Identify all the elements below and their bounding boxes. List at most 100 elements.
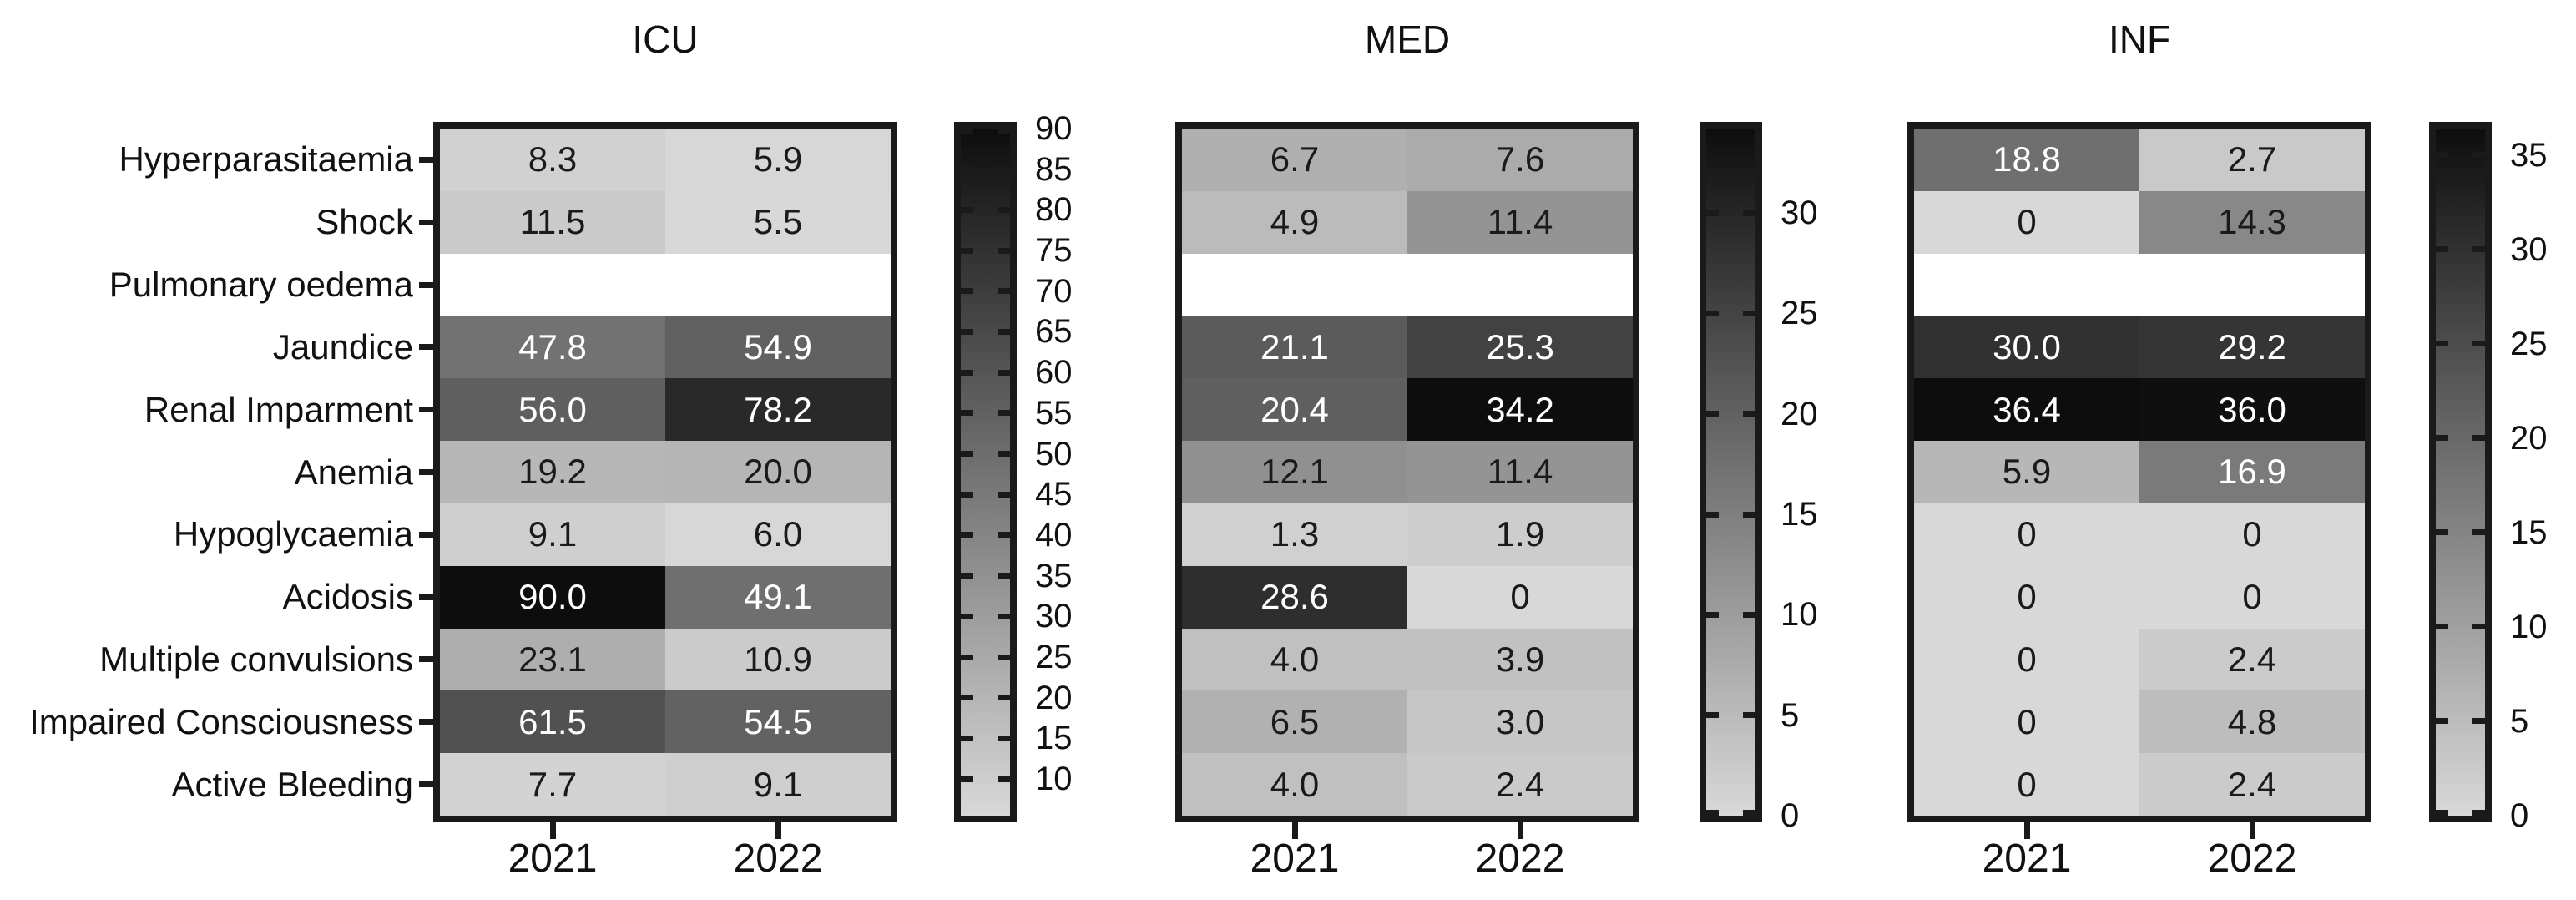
- heatmap-cell: 4.9: [1182, 190, 1407, 254]
- colorbar-tick: [961, 491, 973, 498]
- colorbar-tick: [961, 206, 973, 213]
- cell-value: 0: [1510, 577, 1530, 617]
- colorbar-tick: [961, 410, 973, 417]
- colorbar-tick: [998, 776, 1010, 782]
- cell-value: 34.2: [1486, 389, 1554, 429]
- cell-value: 0: [2017, 202, 2037, 242]
- cell-value: 1.9: [1495, 514, 1545, 554]
- colorbar-tick: [2436, 529, 2448, 536]
- cell-value: 9.1: [528, 514, 578, 554]
- colorbar-tick: [1706, 611, 1719, 618]
- heatmap-cell: 20.4: [1182, 378, 1407, 442]
- cell-value: 12.1: [1260, 452, 1329, 492]
- row-label: Anemia: [294, 452, 413, 492]
- heatmap-cell: 16.9: [2139, 441, 2365, 503]
- colorbar-tick: [961, 532, 973, 538]
- row-label: Renal Imparment: [144, 389, 413, 429]
- colorbar-tick: [998, 129, 1010, 134]
- colorbar-tick: [2436, 246, 2448, 253]
- colorbar-tick-label: 15: [2510, 513, 2548, 551]
- y-tick: [419, 594, 433, 600]
- heatmap-cell: 0: [1914, 565, 2139, 629]
- colorbar-tick-label: 10: [2510, 608, 2548, 645]
- colorbar-tick: [998, 613, 1010, 619]
- row-label: Shock: [316, 202, 413, 242]
- y-tick: [419, 156, 433, 163]
- cell-value: 16.9: [2218, 452, 2286, 492]
- colorbar-tick: [1706, 411, 1719, 417]
- colorbar-tick: [2472, 435, 2485, 442]
- heatmap-cell: 20.0: [665, 441, 891, 503]
- heatmap-cell: 28.6: [1182, 565, 1407, 629]
- colorbar-tick: [1706, 511, 1719, 518]
- heatmap-cell: 54.5: [665, 690, 891, 754]
- colorbar-tick-label: 65: [1035, 313, 1073, 351]
- heatmap-cell: 8.3: [440, 129, 665, 191]
- colorbar-tick-label: 60: [1035, 354, 1073, 392]
- colorbar-tick: [961, 369, 973, 376]
- colorbar-tick: [961, 654, 973, 660]
- heatmap: 8.3 5.9 11.5 5.5 47.8 54.9 56.0 78.2 19.2 20.0 9.1…: [433, 122, 897, 822]
- colorbar-tick-label: 15: [1035, 720, 1073, 757]
- cell-value: 49.1: [744, 577, 812, 617]
- colorbar-tick: [1743, 411, 1755, 417]
- colorbar-tick: [998, 369, 1010, 376]
- cell-value: 5.5: [753, 202, 803, 242]
- colorbar-tick-label: 15: [1780, 496, 1818, 533]
- cell-value: 6.5: [1270, 701, 1320, 741]
- heatmap-cell: 2.4: [2139, 753, 2365, 816]
- x-tick-label: 2022: [2207, 837, 2297, 881]
- heatmap-cell: 6.5: [1182, 690, 1407, 754]
- colorbar-tick: [961, 129, 973, 134]
- row-label: Pulmonary oedema: [109, 265, 413, 305]
- colorbar-tick-label: 10: [1035, 761, 1073, 798]
- cell-value: 0: [2242, 577, 2262, 617]
- colorbar-tick: [961, 776, 973, 782]
- cell-value: 25.3: [1486, 326, 1554, 367]
- row-label: Hypoglycaemia: [173, 514, 413, 554]
- colorbar: [1700, 122, 1762, 822]
- colorbar-tick-label: 80: [1035, 191, 1073, 229]
- heatmap-cell: 2.4: [2139, 628, 2365, 691]
- colorbar-tick: [998, 410, 1010, 417]
- heatmap: 6.7 7.6 4.9 11.4 21.1 25.3 20.4 34.2 12.1 11.4 1.3…: [1175, 122, 1639, 822]
- heatmap-cell: 6.0: [665, 503, 891, 566]
- colorbar-tick: [1706, 712, 1719, 719]
- cell-value: 0: [2242, 514, 2262, 554]
- colorbar: [954, 122, 1017, 822]
- colorbar: [2429, 122, 2492, 822]
- heatmap-cell: 49.1: [665, 565, 891, 629]
- colorbar-tick: [961, 288, 973, 295]
- colorbar-tick: [1743, 310, 1755, 316]
- cell-value: 36.0: [2218, 389, 2286, 429]
- cell-value: 3.0: [1495, 701, 1545, 741]
- cell-value: 21.1: [1260, 326, 1329, 367]
- cell-value: 47.8: [518, 326, 587, 367]
- colorbar-tick: [2472, 341, 2485, 347]
- colorbar-tick: [2472, 246, 2485, 253]
- x-tick: [2249, 822, 2255, 839]
- colorbar-tick: [961, 573, 973, 579]
- x-tick: [1291, 822, 1298, 839]
- colorbar-tick-label: 35: [2510, 136, 2548, 174]
- heatmap-cell: 5.9: [1914, 441, 2139, 503]
- cell-value: 8.3: [528, 139, 578, 179]
- heatmap-cell: 6.7: [1182, 129, 1407, 191]
- x-tick-label: 2022: [733, 837, 823, 881]
- heatmap-cell: 30.0: [1914, 316, 2139, 379]
- cell-value: 2.4: [1495, 764, 1545, 804]
- colorbar-tick-label: 0: [1780, 797, 1800, 834]
- cell-value: 5.9: [753, 139, 803, 179]
- heatmap-cell: 0: [2139, 565, 2365, 629]
- heatmap-cell: 11.4: [1407, 441, 1633, 503]
- heatmap-cell: [2139, 253, 2365, 316]
- cell-value: 7.6: [1495, 139, 1545, 179]
- x-tick: [775, 822, 781, 839]
- heatmap-cell: 23.1: [440, 628, 665, 691]
- colorbar-tick-label: 30: [1780, 195, 1818, 232]
- heatmap-cell: 5.5: [665, 190, 891, 254]
- heatmap-cell: [1182, 253, 1407, 316]
- colorbar-tick-label: 75: [1035, 232, 1073, 270]
- colorbar-tick: [998, 288, 1010, 295]
- cell-value: 54.9: [744, 326, 812, 367]
